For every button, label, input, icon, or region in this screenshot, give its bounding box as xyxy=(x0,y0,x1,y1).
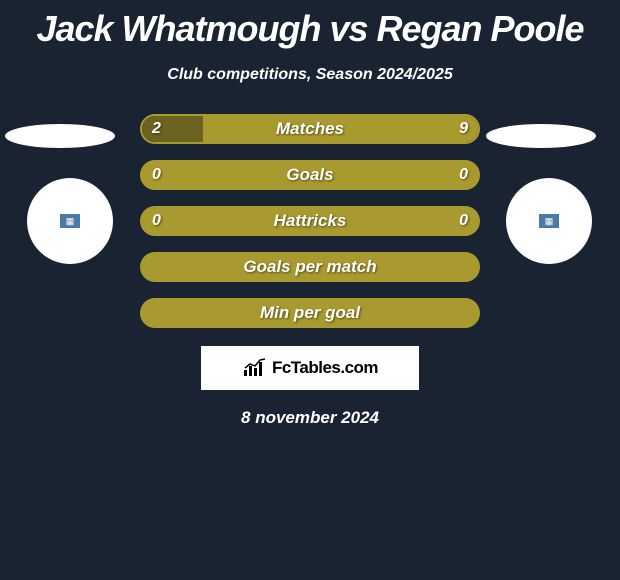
stat-bar: Goals per match xyxy=(140,252,480,282)
snapshot-date: 8 november 2024 xyxy=(0,408,620,428)
badge-placeholder-icon: ▦ xyxy=(60,214,80,228)
stat-label: Goals per match xyxy=(243,257,376,277)
stat-bar: 2 9 Matches xyxy=(140,114,480,144)
stat-bar: Min per goal xyxy=(140,298,480,328)
club-badge-left: ▦ xyxy=(27,178,113,264)
stat-value-left: 0 xyxy=(152,166,161,184)
player-photo-left xyxy=(5,124,115,148)
stat-value-right: 0 xyxy=(459,166,468,184)
comparison-subtitle: Club competitions, Season 2024/2025 xyxy=(0,66,620,84)
logo-text: FcTables.com xyxy=(272,358,378,378)
stat-bar: 0 0 Goals xyxy=(140,160,480,190)
club-badge-right: ▦ xyxy=(506,178,592,264)
stat-value-right: 0 xyxy=(459,212,468,230)
stat-label: Matches xyxy=(276,119,344,139)
stat-value-right: 9 xyxy=(459,120,468,138)
stat-value-left: 0 xyxy=(152,212,161,230)
stat-bars-container: 2 9 Matches 0 0 Goals 0 0 Hattricks Goals per mat… xyxy=(140,114,480,328)
fctables-logo[interactable]: FcTables.com xyxy=(201,346,419,390)
comparison-title: Jack Whatmough vs Regan Poole xyxy=(0,0,620,50)
logo-chart-icon xyxy=(242,358,268,378)
stat-bar: 0 0 Hattricks xyxy=(140,206,480,236)
stat-label: Hattricks xyxy=(274,211,347,231)
stat-label: Min per goal xyxy=(260,303,360,323)
stat-label: Goals xyxy=(286,165,333,185)
player-photo-right xyxy=(486,124,596,148)
stat-value-left: 2 xyxy=(152,120,161,138)
badge-placeholder-icon: ▦ xyxy=(539,214,559,228)
